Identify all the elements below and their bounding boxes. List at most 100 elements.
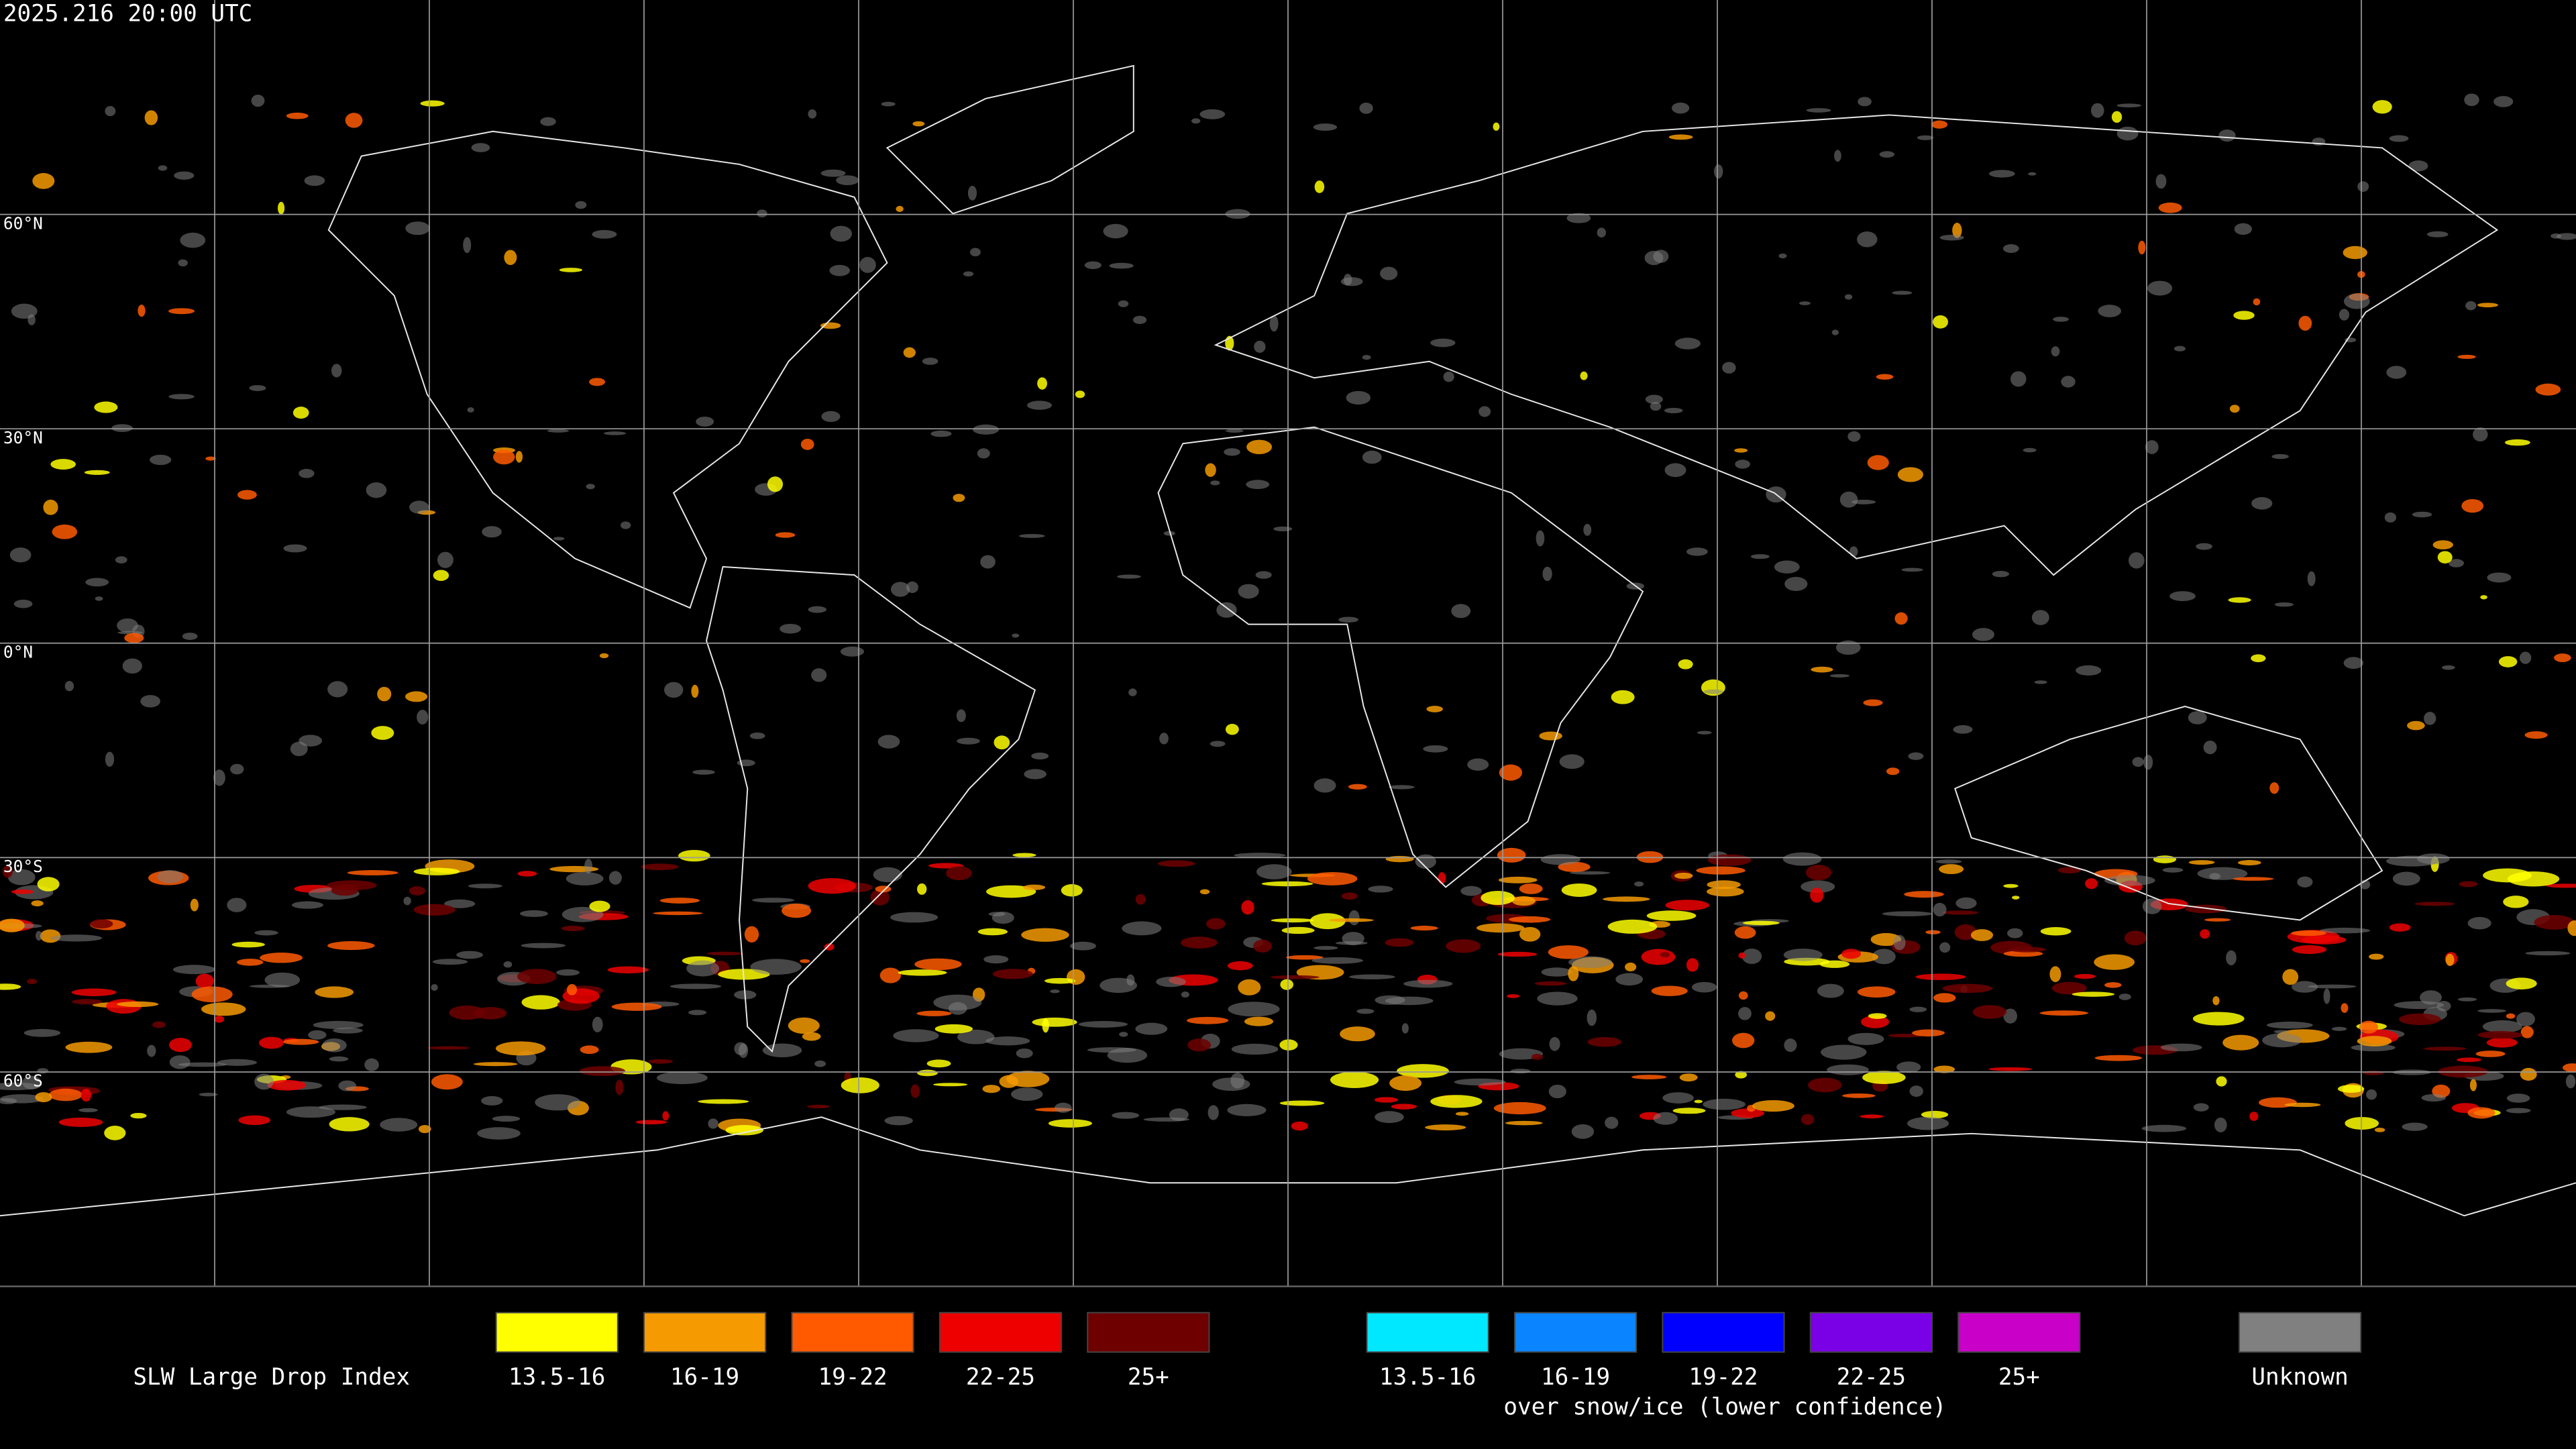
cloud-patch — [535, 1094, 581, 1111]
cloud-patch — [1548, 1084, 1566, 1099]
cloud-patch — [1128, 688, 1137, 696]
cloud-patch — [1410, 925, 1438, 931]
cloud-patch — [1672, 1108, 1706, 1114]
cloud-patch — [1446, 939, 1481, 953]
cloud-patch — [37, 877, 60, 892]
cloud-patch — [1566, 213, 1591, 223]
cloud-patch — [2076, 665, 2102, 676]
cloud-patch — [2464, 93, 2479, 107]
cloud-patch — [1743, 920, 1780, 926]
cloud-patch — [2339, 309, 2350, 321]
cloud-patch — [608, 871, 622, 885]
cloud-patch — [492, 1116, 521, 1122]
cloud-patch — [1808, 1077, 1842, 1093]
cloud-patch — [249, 385, 266, 391]
cloud-patch — [1044, 977, 1076, 984]
cloud-patch — [1653, 1112, 1678, 1125]
cloud-patch — [1356, 1008, 1375, 1014]
cloud-patch — [1455, 1112, 1469, 1116]
cloud-patch — [1479, 406, 1491, 417]
cloud-patch — [28, 314, 36, 325]
cloud-patch — [315, 986, 354, 998]
cloud-patch — [2506, 1108, 2531, 1114]
legend-swatch — [1087, 1311, 1210, 1353]
cloud-patch — [2407, 720, 2425, 731]
cloud-patch — [1668, 134, 1693, 140]
cloud-patch — [802, 1032, 821, 1041]
cloud-patch — [2085, 878, 2098, 890]
cloud-patch — [2480, 595, 2487, 600]
cloud-patch — [432, 959, 468, 965]
cloud-patch — [2267, 1021, 2313, 1029]
cloud-patch — [1307, 871, 1358, 885]
cloud-patch — [1216, 602, 1237, 618]
legend-swatch — [1809, 1311, 1933, 1353]
cloud-patch — [767, 476, 784, 492]
cloud-patch — [744, 926, 759, 943]
cloud-patch — [566, 983, 578, 996]
cloud-patch — [2426, 231, 2449, 237]
cloud-patch — [1955, 897, 1977, 910]
cloud-patch — [1228, 1002, 1280, 1017]
cloud-patch — [169, 1038, 192, 1053]
legend-label: 22-25 — [1837, 1364, 1906, 1391]
cloud-patch — [1425, 1124, 1466, 1131]
cloud-patch — [2051, 981, 2087, 995]
cloud-patch — [1330, 1071, 1379, 1088]
cloud-patch — [2516, 1012, 2535, 1026]
cloud-patch — [1498, 876, 1538, 883]
cloud-patch — [417, 709, 429, 724]
cloud-patch — [1860, 1015, 1890, 1028]
cloud-patch — [2188, 860, 2215, 865]
cloud-patch — [2331, 1026, 2347, 1031]
cloud-patch — [2273, 1030, 2290, 1034]
cloud-patch — [1256, 864, 1292, 879]
cloud-patch — [1988, 1067, 2033, 1071]
cloud-patch — [982, 1085, 1001, 1093]
cloud-patch — [105, 106, 116, 117]
cloud-patch — [1539, 731, 1562, 741]
cloud-patch — [2094, 1055, 2143, 1061]
cloud-patch — [493, 449, 515, 465]
cloud-patch — [1042, 1018, 1049, 1033]
cloud-patch — [1156, 976, 1186, 987]
cloud-patch — [1943, 910, 1978, 915]
cloud-patch — [278, 201, 285, 215]
cloud-patch — [2525, 951, 2571, 956]
cloud-patch — [780, 623, 802, 634]
cloud-patch — [985, 1036, 1030, 1046]
cloud-patch — [698, 1099, 749, 1104]
cloud-patch — [1847, 1032, 1884, 1045]
cloud-patch — [50, 934, 103, 942]
cloud-patch — [1568, 956, 1613, 969]
cloud-patch — [1346, 390, 1371, 405]
cloud-patch — [615, 1079, 624, 1095]
cloud-patch — [449, 1005, 485, 1020]
cloud-patch — [2402, 1122, 2428, 1131]
cloud-patch — [2128, 552, 2145, 569]
cloud-patch — [967, 185, 977, 201]
cloud-patch — [182, 633, 198, 640]
cloud-patch — [158, 165, 168, 171]
cloud-patch — [58, 1118, 103, 1127]
cloud-patch — [467, 407, 474, 413]
cloud-patch — [1782, 852, 1822, 866]
cloud-patch — [2204, 918, 2231, 922]
cloud-patch — [1021, 928, 1069, 942]
cloud-patch — [1597, 227, 1607, 237]
cloud-patch — [1858, 986, 1896, 998]
cloud-patch — [377, 686, 392, 702]
cloud-patch — [2432, 540, 2453, 550]
cloud-patch — [2218, 129, 2236, 142]
cloud-patch — [1644, 250, 1664, 266]
cloud-patch — [1664, 463, 1686, 478]
cloud-patch — [2546, 883, 2576, 888]
cloud-patch — [169, 1055, 191, 1069]
legend-label: 13.5-16 — [508, 1364, 605, 1391]
cloud-patch — [2389, 923, 2411, 932]
cloud-patch — [456, 951, 484, 959]
cloud-patch — [1499, 764, 1523, 781]
cloud-patch — [1493, 122, 1500, 131]
cloud-patch — [999, 1075, 1019, 1088]
cloud-patch — [2196, 543, 2212, 550]
